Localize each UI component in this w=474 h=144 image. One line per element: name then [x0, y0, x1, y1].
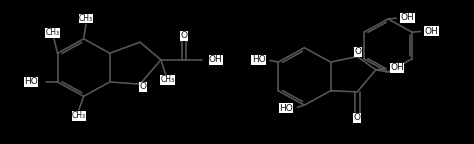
Text: CH₃: CH₃: [79, 14, 93, 23]
Text: CH₃: CH₃: [161, 75, 175, 84]
Text: O: O: [354, 113, 361, 122]
Text: OH: OH: [425, 27, 438, 36]
Text: CH₃: CH₃: [46, 28, 60, 37]
Text: O: O: [355, 47, 362, 56]
Text: CH₃: CH₃: [72, 111, 86, 120]
Text: OH: OH: [209, 55, 223, 64]
Text: HO: HO: [252, 55, 265, 64]
Text: OH: OH: [401, 13, 415, 22]
Text: OH: OH: [390, 63, 404, 72]
Text: HO: HO: [24, 77, 38, 86]
Text: O: O: [139, 82, 146, 91]
Text: O: O: [181, 31, 188, 40]
Text: HO: HO: [279, 104, 293, 113]
